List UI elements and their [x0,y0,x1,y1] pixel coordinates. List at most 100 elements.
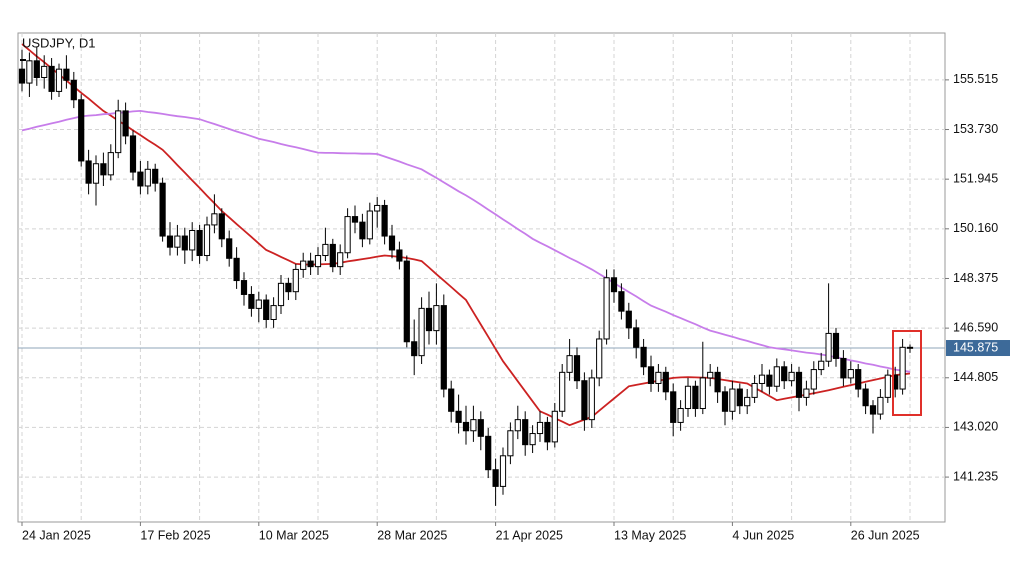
candle-body [41,65,48,79]
candle-body [248,293,255,309]
candle-body [181,235,188,251]
candle-body [477,419,484,437]
candle-body [810,369,817,390]
candle-body [226,238,233,259]
candle-body [63,68,70,81]
x-tick-label: 28 Mar 2025 [377,528,447,542]
candle-body [137,171,144,187]
candle-body [33,60,40,79]
candle-body [48,65,55,92]
candle-body [70,79,77,101]
candle-body [92,163,100,184]
candle-body [122,110,129,137]
candle-body [596,338,603,379]
candle-body [26,60,33,84]
candle-body [255,299,262,309]
candle-body [492,469,499,487]
candle-body [699,377,706,410]
candle-body [640,346,647,368]
candle-body [211,213,218,226]
candle-body [351,216,359,223]
candle-body [655,371,662,384]
candle-body [758,374,766,384]
candle-body [359,221,366,240]
candle-body [832,332,840,359]
candle-body [366,210,373,240]
chart-title: USDJPY, D1 [22,35,95,50]
y-tick-label: 155.515 [953,72,998,86]
candle-body [411,341,418,357]
candle-body [670,391,677,423]
candle-body [18,68,26,84]
candle-body [270,305,277,321]
x-tick-label: 10 Mar 2025 [259,528,329,542]
candle-body [514,419,521,432]
candle-body [899,346,906,390]
candle-body [462,421,470,432]
candle-body [559,371,566,412]
candle-body [884,374,891,398]
candle-body [633,327,640,348]
candle-body [692,385,699,410]
candle-body [647,366,655,384]
candle-body [100,163,107,176]
candle-body [625,310,632,329]
candle-body [773,366,780,387]
candle-body [744,396,751,407]
candle-body [322,243,329,257]
candle-body [314,255,322,268]
candle-body [374,204,381,212]
label-layer: 141.235 143.020 144.805 146.590 148.375 150.1… [21,72,1010,542]
candle-body [448,388,455,412]
x-tick-label: 26 Jun 2025 [851,528,920,542]
candle-body [263,299,270,321]
candle-body [174,235,181,248]
candle-body [107,152,114,176]
candle-body [618,291,625,312]
candle-body [522,419,529,446]
y-tick-label: 146.590 [953,320,998,334]
candle-body [551,410,558,443]
candle-body [337,252,344,268]
candle-body [610,277,618,293]
candle-body [847,369,854,379]
candle-body [877,396,884,415]
candle-body [189,229,196,251]
candle-body [196,229,203,257]
candle-body [418,307,425,357]
y-tick-label: 151.945 [953,171,998,185]
y-tick-label: 144.805 [953,370,998,384]
candle-body [684,385,692,410]
candle-body [344,216,351,254]
candle-body [721,391,729,412]
candle-body [573,355,581,382]
y-tick-label: 143.020 [953,420,998,434]
candle-body [455,410,462,423]
candle-body [781,366,788,382]
candle-body [544,421,551,443]
candle-body [855,369,862,390]
candle-body [507,430,514,457]
candle-body [536,421,544,435]
candle-body [329,243,336,268]
candle-body [603,277,610,340]
candle-body [751,382,758,398]
candle-body [714,371,721,393]
candle-body [840,357,847,379]
candle-body [152,168,159,184]
x-tick-label: 24 Jan 2025 [22,528,91,542]
candle-body [906,346,914,349]
candle-body [707,371,714,379]
x-tick-label: 17 Feb 2025 [140,528,210,542]
candle-body [159,182,166,237]
candle-body [566,355,573,373]
candle-body [766,374,773,387]
candle-body [499,455,507,487]
candle-body [203,224,211,257]
x-tick-label: 13 May 2025 [614,528,686,542]
candle-body [485,435,492,471]
candle-body [588,377,595,421]
y-tick-label: 141.235 [953,469,998,483]
